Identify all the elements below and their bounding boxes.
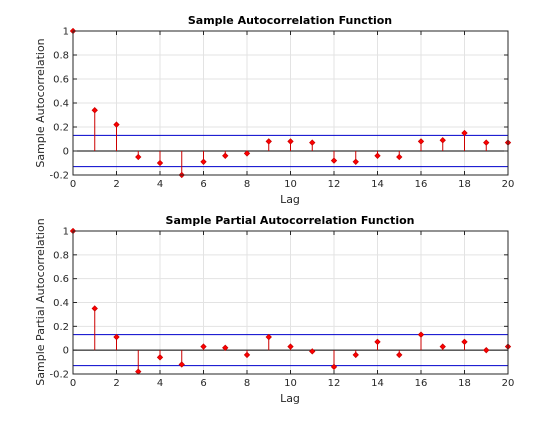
acf-y-tick-label: 0.8: [53, 51, 69, 62]
pacf-marker: [243, 351, 251, 359]
pacf-x-ticks: 0 2 4 6 8 10 12 14 16 18 20: [70, 231, 515, 389]
pacf-y-tick-label: 0.6: [53, 274, 69, 285]
acf-x-tick-label: 20: [502, 179, 515, 190]
pacf-marker: [396, 351, 403, 359]
acf-x-tick-label: 18: [458, 179, 471, 190]
acf-marker: [374, 152, 381, 159]
acf-marker: [91, 107, 98, 114]
acf-marker: [439, 137, 446, 144]
pacf-x-tick-label: 8: [244, 378, 250, 389]
acf-x-tick-label: 0: [70, 179, 76, 190]
pacf-x-tick-label: 0: [70, 378, 76, 389]
acf-marker: [200, 158, 207, 165]
pacf-x-tick-label: 14: [371, 378, 384, 389]
acf-marker: [352, 158, 359, 165]
acf-x-ticks: 0 2 4 6 8 10 12 14 16 18 20: [70, 31, 515, 190]
acf-marker: [135, 153, 142, 161]
acf-x-tick-label: 10: [284, 179, 297, 190]
acf-y-axis-label: Sample Autocorrelation: [34, 38, 47, 167]
pacf-x-axis-label: Lag: [280, 392, 300, 405]
pacf-y-tick-label: 0: [63, 346, 69, 357]
acf-y-tick-label: 0.6: [53, 75, 69, 86]
pacf-x-tick-label: 20: [502, 378, 515, 389]
acf-marker: [222, 152, 229, 159]
acf-y-tick-label: 0.2: [53, 123, 69, 134]
pacf-y-ticks: -0.2 0 0.2 0.4 0.6 0.8 1: [49, 227, 508, 381]
pacf-title: Sample Partial Autocorrelation Function: [166, 214, 415, 227]
pacf-x-tick-label: 12: [328, 378, 341, 389]
acf-marker: [309, 139, 316, 146]
acf-marker: [287, 138, 294, 145]
pacf-y-tick-label: 0.4: [53, 298, 69, 309]
acf-y-tick-label: -0.2: [49, 171, 69, 182]
pacf-marker: [265, 333, 272, 341]
pacf-y-axis-label: Sample Partial Autocorrelation: [34, 218, 47, 385]
pacf-marker: [330, 363, 338, 371]
pacf-marker: [200, 343, 207, 350]
pacf-marker: [374, 338, 381, 345]
acf-x-tick-label: 6: [200, 179, 206, 190]
acf-x-tick-label: 8: [244, 179, 250, 190]
acf-marker: [113, 121, 120, 128]
pacf-marker: [178, 361, 185, 368]
acf-x-tick-label: 2: [113, 179, 119, 190]
acf-x-tick-label: 4: [157, 179, 163, 190]
acf-title: Sample Autocorrelation Function: [188, 14, 392, 27]
acf-marker: [243, 150, 251, 157]
pacf-marker: [156, 354, 164, 361]
pacf-x-tick-label: 4: [157, 378, 163, 389]
acf-panel: 0 2 4 6 8 10 12 14 16 18 20 -0.200.20.40.60.81 Sam…: [34, 14, 514, 206]
acf-marker: [156, 159, 164, 167]
pacf-x-tick-label: 18: [458, 378, 471, 389]
pacf-marker: [417, 331, 425, 338]
pacf-y-tick-label: -0.2: [49, 370, 69, 381]
acf-marker: [483, 139, 490, 146]
pacf-y-tick-label: 1: [63, 227, 69, 238]
acf-y-tick-label: 1: [63, 27, 69, 38]
pacf-x-tick-label: 16: [415, 378, 428, 389]
acf-marker: [330, 157, 338, 164]
pacf-panel: 0 2 4 6 8 10 12 14 16 18 20 -0.200.20.40.60.81 Sam…: [34, 214, 514, 405]
pacf-marker: [439, 343, 446, 350]
acf-marker: [396, 153, 403, 161]
acf-marker: [265, 138, 272, 145]
acf-y-tick-label: 0: [63, 147, 69, 158]
pacf-x-tick-label: 10: [284, 378, 297, 389]
acf-marker: [417, 138, 425, 145]
pacf-plot-area: [69, 227, 512, 375]
pacf-x-tick-label: 6: [200, 378, 206, 389]
acf-x-tick-label: 16: [415, 179, 428, 190]
acf-x-tick-label: 12: [328, 179, 341, 190]
pacf-marker: [309, 348, 316, 355]
pacf-marker: [483, 347, 490, 354]
pacf-marker: [91, 305, 98, 312]
pacf-y-tick-label: 0.8: [53, 250, 69, 261]
acf-plot-area: [69, 27, 512, 179]
acf-marker: [461, 129, 468, 137]
pacf-y-tick-label: 0.2: [53, 322, 69, 333]
acf-y-tick-label: 0.4: [53, 99, 69, 110]
acf-x-tick-label: 14: [371, 179, 384, 190]
pacf-marker: [461, 338, 468, 345]
pacf-marker: [222, 344, 229, 351]
pacf-marker: [113, 333, 120, 341]
acf-x-axis-label: Lag: [280, 193, 300, 206]
acf-y-ticks: -0.2 0 0.2 0.4 0.6 0.8 1: [49, 27, 508, 182]
pacf-marker: [352, 351, 359, 359]
pacf-x-tick-label: 2: [113, 378, 119, 389]
pacf-marker: [287, 343, 294, 350]
